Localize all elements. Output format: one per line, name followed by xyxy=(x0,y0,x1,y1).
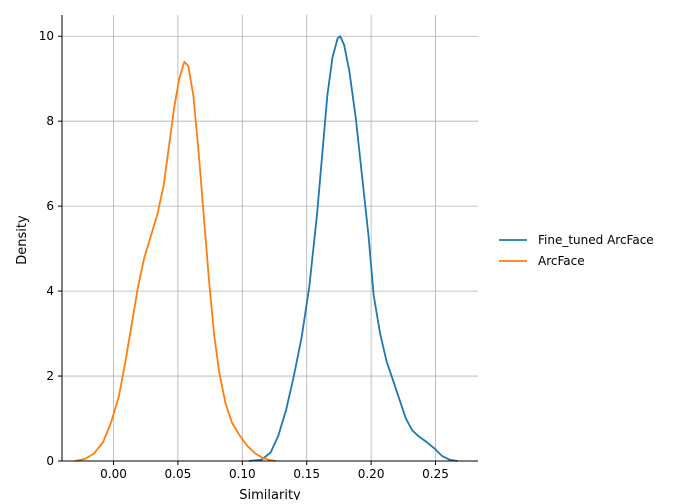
series-layer xyxy=(74,35,458,462)
x-axis-label: Similarity xyxy=(239,488,301,500)
x-tick-label: 0.00 xyxy=(100,467,127,481)
x-tick-label: 0.20 xyxy=(358,467,385,481)
axes-layer: 0.00 0.05 0.10 0.15 0.20 0.25 0 2 4 6 8 10 xyxy=(39,15,478,481)
x-tick-label: 0.25 xyxy=(422,467,449,481)
x-tick-label: 0.10 xyxy=(229,467,256,481)
grid-layer xyxy=(62,15,478,462)
x-tick-label: 0.05 xyxy=(165,467,192,481)
series-line-1 xyxy=(74,60,276,462)
y-tick-label: 2 xyxy=(46,369,54,383)
x-tick-label: 0.15 xyxy=(293,467,320,481)
legend-label-1: ArcFace xyxy=(538,254,585,268)
y-tick-label: 10 xyxy=(39,29,54,43)
y-tick-label: 8 xyxy=(46,114,54,128)
legend-label-0: Fine_tuned ArcFace xyxy=(538,233,654,247)
series-line-0 xyxy=(248,35,458,462)
y-tick-label: 4 xyxy=(46,284,54,298)
y-tick-label: 0 xyxy=(46,454,54,468)
y-tick-label: 6 xyxy=(46,199,54,213)
y-axis-label: Density xyxy=(15,215,30,265)
legend: Fine_tuned ArcFace ArcFace xyxy=(499,233,654,268)
